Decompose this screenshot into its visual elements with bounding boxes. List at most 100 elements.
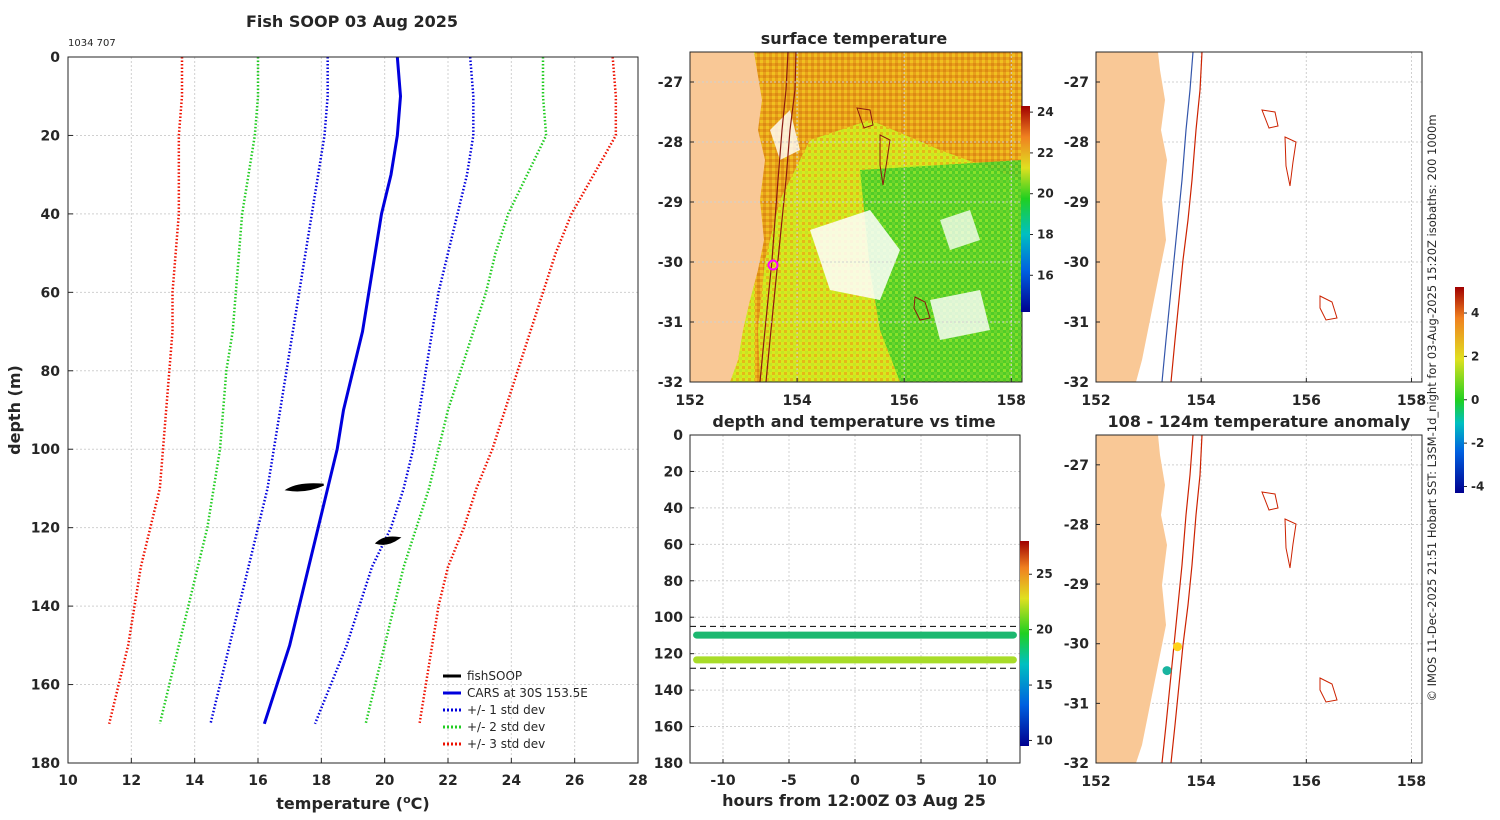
profile-line--2-std-dev bbox=[364, 57, 548, 725]
profile-ytick-label: 60 bbox=[41, 285, 61, 301]
depth-time-ytick-label: 100 bbox=[654, 610, 683, 626]
sst-land bbox=[690, 52, 765, 382]
depth-time-xtick-label: 0 bbox=[850, 773, 860, 789]
sst-ytick-label: -32 bbox=[658, 375, 683, 391]
isobath-map-xtick-label: 158 bbox=[1397, 393, 1426, 409]
depth-time-cbar-label: 10 bbox=[1036, 733, 1053, 747]
profile-chart: Fish SOOP 03 Aug 2025 1034 707 10 12 14 16 1… bbox=[5, 12, 648, 813]
depth-time-cbar-label: 25 bbox=[1036, 567, 1053, 581]
sst-cbar-label: 18 bbox=[1037, 227, 1054, 241]
profile-ytick-label: 40 bbox=[41, 207, 61, 223]
anomaly-map-xtick-label: 158 bbox=[1397, 774, 1426, 790]
anomaly-point-1 bbox=[1173, 642, 1182, 652]
anomaly-title: 108 - 124m temperature anomaly bbox=[1108, 412, 1411, 431]
profile-xtick-label: 14 bbox=[185, 773, 205, 789]
profile-xtick-label: 18 bbox=[312, 773, 331, 789]
sst-isobath-1000 bbox=[765, 51, 797, 383]
sst-seamount-2 bbox=[879, 134, 891, 186]
profile-legend: fishSOOP CARS at 30S 153.5E +/- 1 std de… bbox=[443, 669, 588, 751]
anomaly-colorbar bbox=[1455, 287, 1464, 493]
sst-title: surface temperature bbox=[761, 29, 948, 48]
anomaly-isobath-200 bbox=[1161, 434, 1194, 764]
depth-time-ytick-label: 160 bbox=[654, 720, 683, 736]
anomaly-map-xtick-label: 154 bbox=[1187, 774, 1216, 790]
anomaly-cbar-label: 2 bbox=[1471, 349, 1479, 363]
fishsoop-mark bbox=[374, 536, 402, 545]
anomaly-map-xtick-label: 152 bbox=[1081, 774, 1110, 790]
sst-ytick-label: -27 bbox=[658, 75, 683, 91]
depth-time-xtick-label: -10 bbox=[710, 773, 736, 789]
profile-ytick-label: 0 bbox=[50, 50, 60, 66]
isobath-200-line bbox=[1161, 51, 1194, 383]
anomaly-cbar-label: 0 bbox=[1471, 393, 1479, 407]
legend-label-cars: CARS at 30S 153.5E bbox=[467, 686, 588, 700]
depth-time-ytick-label: 40 bbox=[664, 501, 684, 517]
isobath-map-land bbox=[1096, 52, 1167, 382]
sst-isobath-200 bbox=[759, 51, 789, 383]
sst-station-marker bbox=[767, 259, 779, 271]
sst-ytick-label: -29 bbox=[658, 195, 683, 211]
anomaly-map-ytick-label: -30 bbox=[1064, 637, 1090, 653]
id-label: 1034 707 bbox=[68, 38, 116, 49]
sst-colorbar bbox=[1021, 106, 1030, 312]
depth-time-ytick-label: 0 bbox=[673, 428, 683, 444]
sst-xtick-label: 152 bbox=[675, 393, 704, 409]
anomaly-isobath-1000 bbox=[1170, 434, 1203, 764]
depth-time-cbar-label: 20 bbox=[1036, 623, 1053, 637]
anomaly-point-2 bbox=[1162, 666, 1172, 676]
anomaly-map-ytick-label: -27 bbox=[1064, 458, 1089, 474]
isobath-map-ytick-label: -32 bbox=[1064, 375, 1089, 391]
profile-line--1-std-dev bbox=[209, 57, 329, 725]
isobath-map-ytick-label: -29 bbox=[1064, 195, 1089, 211]
sst-xtick-label: 156 bbox=[890, 393, 919, 409]
isobath-map: 152 154 156 158 -27 -28 -29 -30 -31 -32 bbox=[1064, 51, 1426, 409]
isobath-map-ytick-label: -27 bbox=[1064, 75, 1089, 91]
profile-line--3-std-dev bbox=[418, 56, 618, 724]
isobath-map-ytick-label: -28 bbox=[1064, 135, 1089, 151]
profile-xlabel: temperature (oC) bbox=[276, 793, 429, 813]
depth-time-xtick-label: -5 bbox=[781, 773, 797, 789]
isobath-map-xtick-label: 154 bbox=[1187, 393, 1216, 409]
profile-xtick-label: 22 bbox=[438, 773, 457, 789]
profile-axes-box bbox=[67, 56, 639, 764]
depth-time-xtick-label: 5 bbox=[916, 773, 926, 789]
credit-text: © IMOS 11-Dec-2025 21:51 Hobart SST: L3S… bbox=[1425, 114, 1439, 701]
sst-cbar-label: 16 bbox=[1037, 268, 1054, 282]
depth-time-colorbar bbox=[1020, 541, 1029, 746]
sst-cbar-label: 24 bbox=[1037, 105, 1054, 119]
profile-line-cars-at-30s-153-5e bbox=[262, 56, 403, 725]
sst-ytick-label: -31 bbox=[658, 315, 683, 331]
anomaly-cbar-label: 4 bbox=[1471, 306, 1479, 320]
legend-label-std3: +/- 3 std dev bbox=[467, 737, 545, 751]
depth-time-ytick-label: 180 bbox=[654, 756, 683, 772]
depth-time-xlabel: hours from 12:00Z 03 Aug 25 bbox=[722, 791, 986, 810]
profile-ylabel: depth (m) bbox=[5, 365, 24, 455]
depth-time-ytick-label: 120 bbox=[654, 647, 683, 663]
depth-time-ytick-label: 140 bbox=[654, 683, 683, 699]
anomaly-map-ytick-label: -28 bbox=[1064, 517, 1089, 533]
anomaly-map-ytick-label: -29 bbox=[1064, 577, 1089, 593]
isobath-map-ytick-label: -31 bbox=[1064, 315, 1089, 331]
legend-label-std2: +/- 2 std dev bbox=[467, 720, 545, 734]
profile-line--2-std-dev bbox=[158, 57, 260, 725]
sst-xtick-label: 154 bbox=[782, 393, 811, 409]
fishsoop-mark bbox=[284, 483, 324, 492]
isobath-map-axes-box bbox=[1095, 51, 1423, 383]
depth-time-cbar-label: 15 bbox=[1036, 678, 1053, 692]
depth-time-ytick-label: 20 bbox=[664, 464, 684, 480]
profile-ytick-label: 120 bbox=[31, 521, 60, 537]
legend-label-std1: +/- 1 std dev bbox=[467, 703, 545, 717]
profile-xtick-label: 12 bbox=[122, 773, 141, 789]
isobath-map-xtick-label: 152 bbox=[1081, 393, 1110, 409]
anomaly-seamount-3 bbox=[1319, 677, 1338, 703]
depth-time-title: depth and temperature vs time bbox=[712, 412, 995, 431]
profile-xtick-label: 26 bbox=[565, 773, 584, 789]
profile-ytick-label: 100 bbox=[31, 442, 60, 458]
depth-time-ytick-label: 80 bbox=[664, 574, 684, 590]
sst-xtick-label: 158 bbox=[997, 393, 1026, 409]
sst-seamount-3 bbox=[913, 296, 931, 321]
anomaly-map-xtick-label: 156 bbox=[1292, 774, 1321, 790]
isobath-map-xtick-label: 156 bbox=[1292, 393, 1321, 409]
anomaly-colorbar-panel: 4 2 0 -2 -4 © IMOS 11-Dec-2025 21:51 Hobart … bbox=[1425, 114, 1484, 701]
anomaly-map-ytick-label: -31 bbox=[1064, 696, 1089, 712]
